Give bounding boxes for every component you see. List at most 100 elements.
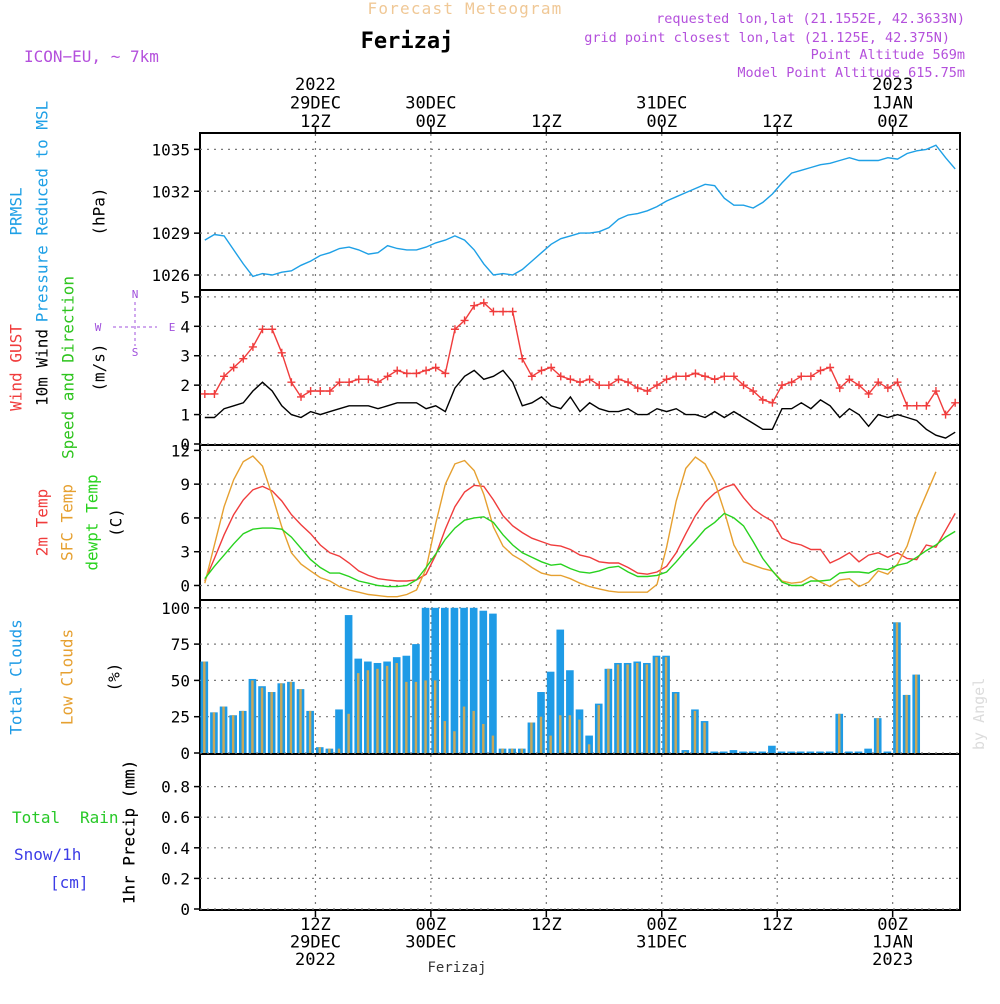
total-cloud-bar	[469, 607, 478, 753]
total-cloud-bar	[344, 615, 353, 753]
gust-marker	[527, 372, 536, 381]
watermark: by Angel	[970, 678, 988, 750]
y-axis-label: 2m Temp	[33, 489, 52, 556]
total-cloud-bar	[787, 751, 795, 753]
low-cloud-bar	[914, 674, 918, 753]
gust-marker	[518, 354, 527, 363]
gust-marker	[672, 372, 681, 381]
low-cloud-bar	[510, 748, 514, 753]
total-cloud-bar	[777, 751, 786, 753]
gust-marker	[210, 389, 219, 398]
gust-marker	[277, 348, 286, 357]
top-time-label: 12Z	[300, 112, 331, 132]
total-cloud-bar	[854, 751, 863, 753]
low-cloud-bar	[212, 712, 216, 753]
y-axis-label: SFC Temp	[58, 484, 77, 561]
top-time-label: 1JAN	[872, 94, 913, 114]
low-cloud-bar	[299, 689, 302, 753]
low-cloud-bar	[405, 681, 408, 753]
gust-marker	[787, 378, 796, 387]
gust-marker	[797, 372, 806, 381]
gust-marker	[652, 381, 661, 390]
gust-marker	[402, 369, 411, 378]
total-cloud-bar	[431, 607, 440, 753]
gust-marker	[508, 307, 517, 316]
low-cloud-bar	[482, 723, 485, 753]
y-tick-label: 0	[180, 435, 190, 454]
gust-marker	[306, 387, 315, 396]
gust-marker	[200, 389, 209, 398]
total-cloud-bar	[883, 751, 892, 753]
gust-marker	[547, 363, 556, 372]
series-line-wind-1	[204, 369, 956, 439]
gust-marker	[951, 398, 960, 407]
y-tick-label: 3	[180, 543, 190, 562]
gust-marker	[239, 354, 248, 363]
low-cloud-bar	[443, 721, 447, 753]
y-tick-label: 6	[180, 509, 190, 528]
low-cloud-bar	[260, 687, 264, 753]
series-line-temperature-1	[204, 455, 937, 598]
gust-marker	[470, 301, 479, 310]
bottom-time-label: 12Z	[531, 915, 562, 935]
low-cloud-bar	[876, 718, 879, 753]
precip-unit-label: [cm]	[50, 873, 89, 892]
total-cloud-bar	[845, 751, 853, 753]
gust-marker	[816, 366, 825, 375]
low-cloud-bar	[241, 710, 245, 753]
low-cloud-bar	[905, 694, 908, 753]
gust-marker	[749, 387, 758, 396]
y-tick-label: 2	[180, 376, 190, 395]
gust-marker	[614, 375, 623, 384]
low-cloud-bar	[328, 748, 331, 753]
top-time-label: 29DEC	[290, 94, 341, 114]
bottom-time-label: 12Z	[300, 915, 331, 935]
low-cloud-bar	[501, 748, 504, 753]
panel-frame-temperature	[199, 444, 961, 601]
low-cloud-bar	[587, 744, 591, 753]
low-cloud-bar	[664, 657, 668, 753]
low-cloud-bar	[597, 705, 600, 753]
top-time-label: 2023	[872, 75, 913, 95]
gust-marker	[422, 366, 431, 375]
gust-marker	[845, 375, 854, 384]
point-altitude: Point Altitude 569m	[811, 47, 965, 63]
low-cloud-bar	[289, 681, 293, 753]
top-time-label: 00Z	[877, 112, 908, 132]
total-cloud-bar	[864, 748, 872, 753]
gust-marker	[287, 378, 296, 387]
low-cloud-bar	[433, 680, 437, 753]
y-tick-label: 100	[161, 599, 190, 618]
y-axis-label: (hPa)	[90, 187, 109, 235]
top-time-label: 00Z	[646, 112, 677, 132]
y-tick-label: 12	[171, 441, 190, 460]
gust-marker	[585, 375, 594, 384]
gust-marker	[393, 366, 402, 375]
low-cloud-bar	[357, 673, 360, 753]
low-cloud-bar	[222, 706, 225, 753]
panel-frame-pressure	[199, 132, 961, 291]
low-cloud-bar	[616, 664, 620, 753]
gust-marker	[806, 372, 815, 381]
total-cloud-bar	[768, 745, 776, 753]
gust-marker	[720, 372, 729, 381]
low-cloud-bar	[337, 748, 341, 753]
gust-marker	[412, 369, 421, 378]
y-tick-label: 75	[171, 635, 190, 654]
low-cloud-bar	[462, 706, 466, 753]
top-time-label: 12Z	[531, 112, 562, 132]
gust-marker	[595, 381, 604, 390]
gust-marker	[604, 381, 613, 390]
y-axis-label: 10m Wind	[33, 329, 52, 406]
total-cloud-bar	[546, 671, 555, 753]
compass-west: W	[95, 321, 102, 334]
y-tick-label: 9	[180, 475, 190, 494]
low-cloud-bar	[472, 710, 475, 753]
bottom-time-label: 29DEC	[290, 933, 341, 953]
y-tick-label: 0.4	[161, 839, 190, 858]
y-axis-label: Speed and Direction	[59, 276, 78, 459]
top-time-label: 12Z	[762, 112, 793, 132]
low-cloud-bar	[559, 715, 562, 753]
low-cloud-bar	[251, 680, 254, 753]
low-cloud-bar	[231, 715, 235, 753]
